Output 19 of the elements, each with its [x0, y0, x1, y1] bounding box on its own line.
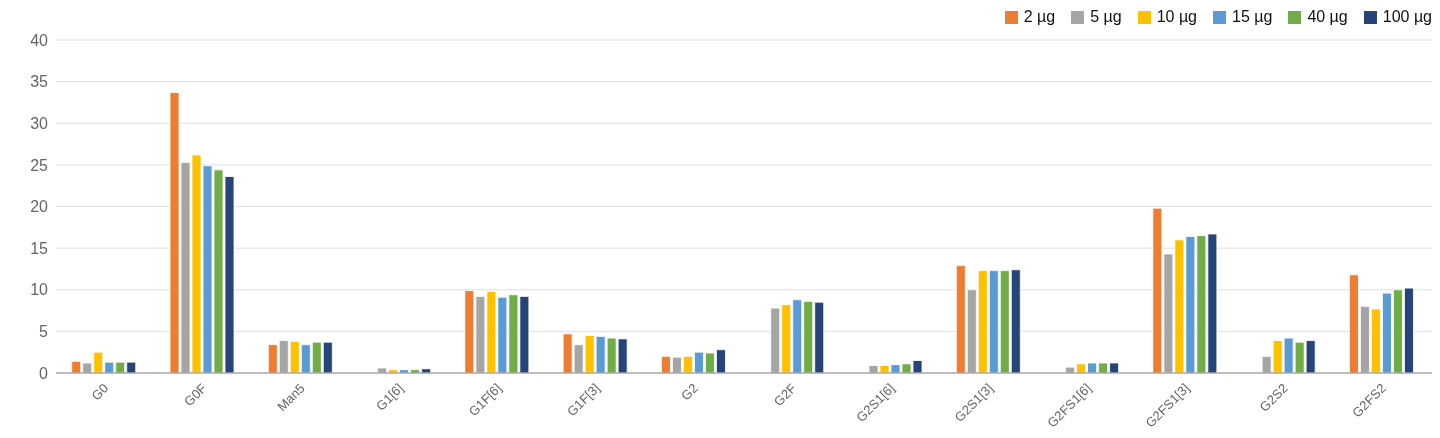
y-tick-label: 15: [30, 239, 49, 257]
legend-label: 15 µg: [1231, 8, 1273, 26]
y-tick-label: 25: [30, 156, 49, 174]
legend-label: 100 µg: [1381, 8, 1432, 26]
x-tick-label: G2F: [770, 380, 800, 410]
y-tick-label: 40: [30, 31, 49, 49]
legend-label: 40 µg: [1306, 8, 1348, 26]
y-tick-label: 35: [30, 73, 49, 91]
y-tick-label: 0: [39, 364, 49, 382]
legend-label: 5 µg: [1089, 8, 1122, 26]
x-tick-label: G0: [88, 380, 112, 404]
x-tick-label: G0F: [181, 380, 210, 410]
y-tick-label: 10: [30, 281, 49, 299]
y-tick-label: 5: [39, 323, 49, 341]
x-tick-label: G2: [678, 380, 701, 404]
y-tick-label: 20: [30, 198, 49, 216]
legend-label: 10 µg: [1155, 8, 1198, 26]
legend-label: 2 µg: [1022, 8, 1056, 26]
y-tick-label: 30: [30, 114, 49, 132]
